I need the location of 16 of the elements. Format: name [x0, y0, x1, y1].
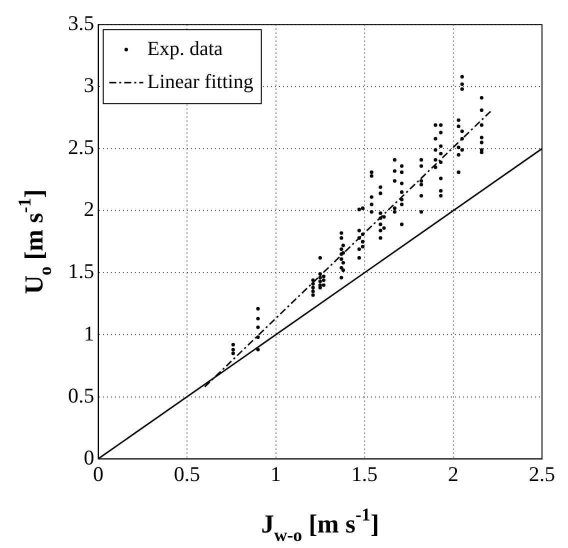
x-tick-label: 1.5: [351, 462, 378, 486]
y-axis-title: Uo [m s-1]: [14, 189, 56, 294]
y-tick-label: 0: [84, 445, 94, 470]
legend-label: Linear fitting: [147, 70, 254, 93]
y-tick-label: 1.5: [68, 259, 94, 284]
y-tick-label: 1: [84, 321, 94, 346]
x-tick-label: 0.5: [174, 462, 200, 486]
y-tick-label: 2.5: [68, 135, 94, 160]
x-tick-label: 2: [448, 462, 458, 486]
legend-label: Exp. data: [147, 38, 223, 60]
x-tick-label: 2.5: [528, 462, 556, 486]
y-tick-label: 3: [84, 73, 94, 98]
y-tick-label: 2: [84, 197, 94, 222]
y-tick-label: 0.5: [68, 383, 94, 408]
x-tick-label: 1: [270, 462, 281, 486]
y-tick-label: 3.5: [68, 11, 94, 36]
